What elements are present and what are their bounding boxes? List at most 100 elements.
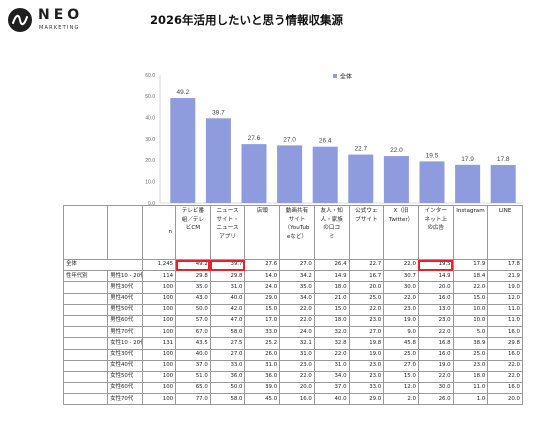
y-tick-label: 30.0 — [145, 137, 155, 143]
bar — [419, 161, 445, 203]
value-cell: 19.0 — [487, 281, 523, 294]
value-cell: 15.0 — [383, 370, 419, 384]
value-cell: 45.0 — [244, 393, 281, 406]
value-cell: 36.0 — [209, 370, 246, 384]
n-cell: 100 — [141, 314, 177, 328]
group-blank-cell — [62, 370, 109, 384]
bar — [490, 165, 516, 203]
row-label: 全体 — [63, 258, 143, 272]
table-row: 女性60代 100 65.0 50.0 39.0 20.0 37.0 33.0 12.0 30.0… — [62, 382, 523, 395]
row-label: 男性50代 — [107, 303, 143, 316]
header-blank-cell — [62, 205, 109, 260]
value-cell: 45.8 — [383, 337, 419, 350]
data-label: 39.7 — [212, 109, 225, 116]
value-cell: 14.9 — [417, 270, 454, 283]
value-cell: 40.0 — [209, 292, 246, 305]
value-cell: 15.0 — [313, 303, 350, 316]
table-row: 男性70代 100 67.0 58.0 33.0 24.0 32.0 27.0 9.0 22.0 5… — [62, 326, 523, 339]
value-cell: 29.8 — [209, 270, 246, 283]
value-cell: 22.0 — [383, 292, 419, 305]
value-cell: 32.8 — [313, 337, 350, 350]
n-cell: 100 — [141, 393, 177, 406]
row-label: 女性40代 — [107, 359, 143, 372]
value-cell: 19.0 — [417, 359, 454, 372]
n-cell: 100 — [141, 370, 177, 384]
column-header: 動画共有 サイト （YouTub eなど） — [279, 205, 315, 260]
value-cell: 20.0 — [487, 393, 523, 406]
value-cell: 22.0 — [487, 359, 523, 372]
bar — [170, 98, 196, 203]
value-cell: 31.0 — [244, 359, 281, 372]
value-cell: 34.0 — [279, 292, 315, 305]
value-cell: 22.7 — [348, 258, 385, 272]
table-row: 男性30代 100 35.0 31.0 24.0 35.0 18.0 20.0 30.0 20.0… — [62, 281, 523, 294]
logo-tagline: MARKETING — [39, 25, 80, 31]
value-cell: 10.0 — [452, 303, 489, 316]
value-cell: 23.0 — [452, 359, 489, 372]
data-label: 26.4 — [319, 138, 332, 145]
value-cell: 20.0 — [348, 281, 385, 294]
row-label: 女性60代 — [107, 382, 143, 395]
row-label: 男性60代 — [107, 314, 143, 328]
value-cell: 25.0 — [383, 348, 419, 361]
value-cell: 22.0 — [348, 303, 385, 316]
value-cell: 22.0 — [487, 370, 523, 384]
row-label: 女性10 - 20代 — [107, 337, 143, 350]
value-cell: 58.0 — [209, 393, 246, 406]
value-cell: 77.0 — [175, 393, 211, 406]
value-cell: 25.2 — [244, 337, 281, 350]
group-blank-cell — [62, 382, 109, 395]
row-label: 男性40代 — [107, 292, 143, 305]
group-blank-cell — [62, 359, 109, 372]
value-cell: 11.0 — [487, 303, 523, 316]
value-cell: 12.0 — [383, 382, 419, 395]
value-cell: 21.9 — [487, 270, 523, 283]
value-cell: 18.0 — [313, 314, 350, 328]
value-cell: 10.0 — [452, 314, 489, 328]
value-cell: 50.0 — [175, 303, 211, 316]
value-cell: 50.0 — [209, 382, 246, 395]
value-cell: 13.0 — [417, 303, 454, 316]
y-tick-label: 0.0 — [148, 201, 155, 207]
row-label: 女性30代 — [107, 348, 143, 361]
value-cell: 19.0 — [383, 314, 419, 328]
value-cell: 34.0 — [313, 370, 350, 384]
table-row: 全体 1,245 49.2 39.7 27.6 27.0 26.4 22.7 22.0 19.5 1… — [63, 258, 523, 272]
value-cell: 35.0 — [279, 281, 315, 294]
table-row: 男性60代 100 57.0 47.0 17.0 22.0 18.0 23.0 19.0 23.0… — [62, 314, 523, 328]
value-cell: 40.0 — [175, 348, 211, 361]
legend-swatch — [333, 74, 337, 78]
value-cell: 29.0 — [348, 393, 385, 406]
group-blank-cell — [62, 292, 109, 305]
value-cell: 22.0 — [417, 370, 454, 384]
value-cell: 38.9 — [452, 337, 489, 350]
neo-marketing-logo: NEO MARKETING — [8, 6, 88, 36]
data-label: 17.8 — [497, 156, 510, 163]
value-cell: 23.0 — [383, 303, 419, 316]
value-cell: 11.0 — [452, 382, 489, 395]
value-cell: 26.4 — [313, 258, 350, 272]
y-tick-label: 60.0 — [145, 73, 155, 79]
value-cell: 27.0 — [209, 348, 246, 361]
value-cell: 43.5 — [175, 337, 211, 350]
table-row: 女性30代 100 40.0 27.0 26.0 31.0 22.0 19.0 25.0 16.0… — [62, 348, 523, 361]
value-cell: 37.0 — [175, 359, 211, 372]
value-cell: 25.0 — [452, 348, 489, 361]
logo-mark-icon — [8, 8, 32, 32]
value-cell: 19.8 — [348, 337, 385, 350]
value-cell: 20.0 — [279, 382, 315, 395]
value-cell: 30.0 — [417, 382, 454, 395]
value-cell: 11.0 — [487, 314, 523, 328]
value-cell: 23.0 — [348, 359, 385, 372]
value-cell: 22.0 — [452, 281, 489, 294]
column-header: 友人・知 人・家族 の口コミ — [313, 205, 350, 260]
table-header-row: n テレビ番 組／テレ ビCM ニュース サイト・ ニュース アプリ 店頭 動画共有 サイト （You… — [62, 205, 523, 260]
value-cell: 31.0 — [279, 348, 315, 361]
group-blank-cell — [62, 303, 109, 316]
value-cell: 19.5 — [417, 258, 454, 272]
value-cell: 25.0 — [348, 292, 385, 305]
table-row: 女性40代 100 37.0 33.0 31.0 23.0 31.0 23.0 27.0 19.0… — [62, 359, 523, 372]
y-tick-label: 40.0 — [145, 115, 155, 121]
value-cell: 22.0 — [313, 348, 350, 361]
value-cell: 47.0 — [209, 314, 246, 328]
